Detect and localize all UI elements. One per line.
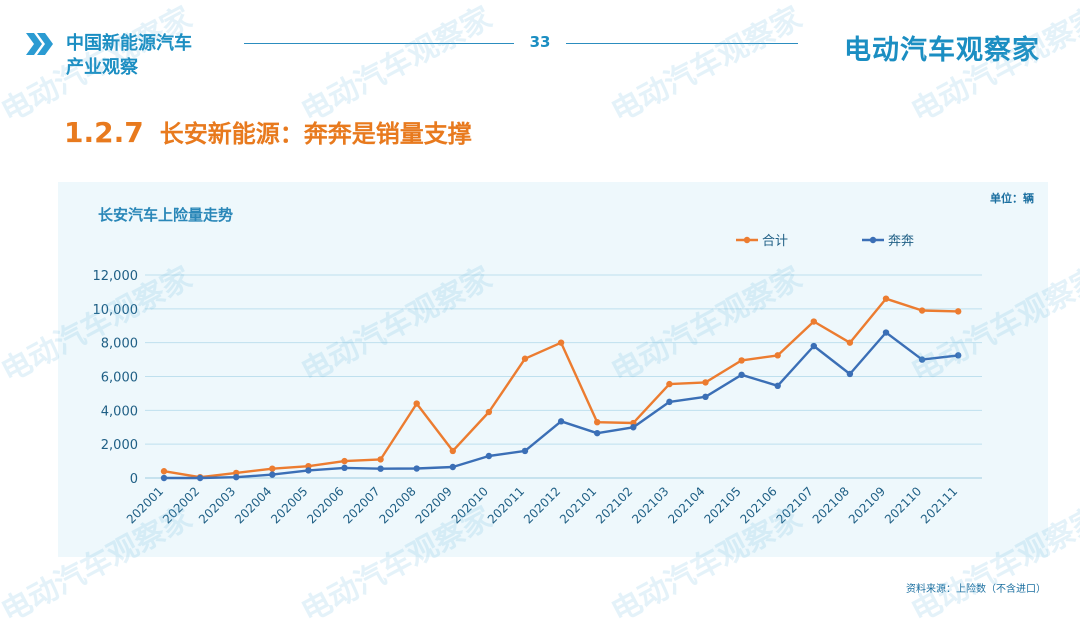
double-chevron-icon xyxy=(26,33,53,55)
data-point xyxy=(918,356,926,363)
data-point xyxy=(955,308,962,315)
y-tick-label: 8,000 xyxy=(101,337,138,352)
x-tick-label: 202107 xyxy=(774,484,816,526)
page-number: 33 xyxy=(529,33,551,51)
data-point xyxy=(269,471,276,478)
legend-label: 合计 xyxy=(762,234,788,249)
chart-panel xyxy=(58,182,1048,557)
data-point xyxy=(449,447,456,455)
section-title-text: 长安新能源：奔奔是销量支撑 xyxy=(159,120,472,148)
source-label: 资料来源：上险数（不含进口） xyxy=(906,584,1046,595)
data-point xyxy=(485,452,493,460)
x-tick-label: 202109 xyxy=(846,484,888,526)
data-point xyxy=(594,429,601,437)
data-point xyxy=(666,398,673,406)
data-point xyxy=(377,456,384,463)
data-point xyxy=(955,352,962,359)
data-point xyxy=(521,447,529,455)
data-point xyxy=(594,418,601,426)
data-point xyxy=(196,474,204,482)
section-title: 1.2.7 长安新能源：奔奔是销量支撑 xyxy=(64,114,472,149)
x-tick-label: 202106 xyxy=(738,484,780,526)
data-point xyxy=(738,371,745,379)
data-point xyxy=(305,467,312,474)
data-point xyxy=(666,380,673,388)
x-tick-label: 202104 xyxy=(665,484,707,526)
data-point xyxy=(160,474,168,482)
data-point xyxy=(557,339,565,346)
data-point xyxy=(449,463,456,471)
data-point xyxy=(918,307,926,314)
x-tick-label: 202003 xyxy=(196,484,238,526)
x-tick-label: 202002 xyxy=(160,484,202,526)
data-point xyxy=(160,468,168,475)
series-line-total xyxy=(163,297,959,479)
data-point xyxy=(774,382,781,390)
section-number: 1.2.7 xyxy=(64,116,144,149)
header-divider-left xyxy=(244,43,514,44)
x-tick-label: 202008 xyxy=(377,484,419,526)
y-tick-label: 6,000 xyxy=(101,371,138,386)
data-point xyxy=(810,342,817,350)
x-tick-label: 202010 xyxy=(449,484,491,526)
x-tick-label: 202007 xyxy=(340,484,382,526)
x-tick-label: 202006 xyxy=(304,484,346,526)
data-point xyxy=(846,370,854,378)
series-line-benben xyxy=(164,331,959,480)
y-tick-label: 10,000 xyxy=(93,303,139,318)
legend-marker xyxy=(743,236,751,244)
x-tick-label: 202011 xyxy=(485,484,527,526)
brand-line-2: 产业观察 xyxy=(66,57,138,78)
brand-title: 中国新能源汽车 产业观察 xyxy=(66,32,246,80)
line-chart: 02,0004,0006,0008,00010,00012,0002020012… xyxy=(93,234,982,527)
data-point xyxy=(630,424,637,431)
data-point xyxy=(341,457,348,465)
y-tick-label: 4,000 xyxy=(101,404,138,419)
data-point xyxy=(738,357,745,364)
data-point xyxy=(882,295,890,302)
data-point xyxy=(882,329,890,336)
header-divider-right xyxy=(566,43,798,44)
x-tick-label: 202110 xyxy=(882,484,924,526)
data-point xyxy=(269,465,276,472)
legend-label: 奔奔 xyxy=(888,234,914,249)
data-point xyxy=(702,393,709,400)
data-point xyxy=(413,400,420,407)
x-tick-label: 202012 xyxy=(521,484,563,526)
y-tick-label: 12,000 xyxy=(93,269,139,284)
data-point xyxy=(846,339,854,346)
y-tick-label: 0 xyxy=(130,472,138,487)
y-tick-label: 2,000 xyxy=(101,438,138,453)
logo: 电动汽车观察家 xyxy=(844,35,1040,66)
x-tick-label: 202009 xyxy=(413,484,455,526)
x-tick-label: 202001 xyxy=(124,484,166,526)
x-tick-label: 202102 xyxy=(593,484,635,526)
x-tick-label: 202105 xyxy=(701,484,743,526)
data-point xyxy=(233,473,240,481)
x-tick-label: 202005 xyxy=(268,484,310,526)
header: 中国新能源汽车 产业观察 33 电动汽车观察家 xyxy=(0,0,1080,90)
data-point xyxy=(702,379,709,386)
chart-title: 长安汽车上险量走势 xyxy=(98,206,234,224)
data-point xyxy=(377,465,384,472)
data-point xyxy=(485,408,493,416)
unit-label: 单位：辆 xyxy=(990,192,1034,205)
x-tick-label: 202103 xyxy=(629,484,671,526)
x-tick-label: 202004 xyxy=(232,484,274,526)
x-tick-label: 202108 xyxy=(810,484,852,526)
data-point xyxy=(810,318,817,325)
brand-line-1: 中国新能源汽车 xyxy=(66,33,192,54)
data-point xyxy=(413,465,420,472)
data-point xyxy=(521,355,529,362)
legend-marker xyxy=(869,236,877,244)
data-point xyxy=(341,464,348,472)
x-tick-label: 202101 xyxy=(557,484,599,526)
data-point xyxy=(557,418,565,425)
x-tick-label: 202111 xyxy=(918,484,960,526)
data-point xyxy=(774,352,781,359)
